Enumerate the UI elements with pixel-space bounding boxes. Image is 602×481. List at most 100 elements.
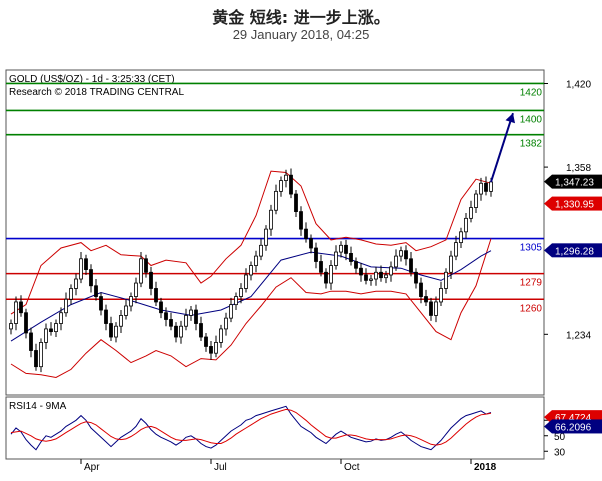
candle-body (44, 328, 48, 343)
candle-body (69, 288, 73, 300)
y-tick-label: 1,234 (566, 330, 591, 341)
candle-body (324, 271, 328, 284)
candle-body (54, 323, 58, 333)
rsi-badge-pointer (544, 410, 552, 425)
candle-body (104, 309, 108, 324)
candle-body (149, 271, 153, 289)
candle-body (304, 228, 308, 239)
candle-body (359, 267, 363, 276)
price-badge-label: 1,347.23 (555, 178, 594, 189)
candle-body (99, 296, 103, 311)
candle-body (189, 309, 193, 316)
bollinger-lower-line (10, 238, 492, 379)
candle-body (414, 271, 418, 284)
candle-body (474, 193, 478, 208)
price-badge-box (552, 196, 602, 211)
rsi-y-tick-label: 30 (554, 447, 566, 458)
level-label-1260: 1260 (520, 303, 543, 314)
candle-body (384, 274, 388, 279)
rsi-ma-line (10, 408, 492, 446)
projection-arrow (490, 112, 516, 183)
candle-body (179, 325, 183, 338)
candle-body (214, 342, 218, 354)
price-badge-box (552, 174, 602, 189)
candle-body (29, 332, 33, 351)
candle-body (404, 250, 408, 260)
candle-body (344, 244, 348, 254)
rsi-y-tick-label: 50 (554, 432, 566, 443)
candle-body (409, 258, 413, 273)
candle-body (24, 312, 28, 334)
candle-body (489, 181, 493, 192)
bollinger-upper-line (10, 170, 492, 315)
y-tick-label: 1,420 (566, 79, 591, 90)
candle-body (144, 258, 148, 273)
candle-body (434, 301, 438, 316)
candle-body (244, 274, 248, 289)
price-badge-label: 1,330.95 (555, 200, 594, 211)
candle-body (354, 261, 358, 269)
candle-body (9, 323, 13, 330)
candle-body (319, 261, 323, 273)
price-badge-box (552, 243, 602, 258)
price-badge-pointer (544, 243, 552, 258)
projection-shaft (490, 112, 514, 183)
candle-body (19, 301, 23, 314)
moving-average-line (10, 250, 492, 342)
candle-body (289, 174, 293, 195)
candle-body (424, 296, 428, 303)
chart-title: 黄金 短线: 进一步上涨。 (212, 8, 390, 27)
candle-body (224, 317, 228, 330)
candle-body (184, 315, 188, 327)
candle-body (449, 255, 453, 273)
candle-body (364, 274, 368, 281)
chart-header-line1: GOLD (US$/OZ) - 1d - 3:25:33 (CET) (9, 74, 175, 85)
candle-body (249, 265, 253, 276)
candle-body (459, 231, 463, 244)
candle-body (279, 180, 283, 192)
candle-body (124, 305, 128, 316)
candle-body (34, 350, 38, 368)
candle-body (254, 255, 258, 266)
candle-body (269, 209, 273, 230)
candle-body (259, 244, 263, 257)
candle-body (339, 244, 343, 253)
bollinger-and-ma-lines (10, 170, 492, 379)
candle-body (294, 193, 298, 212)
level-label-1279: 1279 (520, 278, 543, 289)
candle-body (14, 301, 18, 324)
candle-body (134, 282, 138, 297)
candle-body (114, 325, 118, 338)
candle-body (389, 266, 393, 276)
chart-subtitle: 29 January 2018, 04:25 (232, 27, 370, 42)
candle-body (329, 265, 333, 284)
candle-body (39, 342, 43, 368)
candle-body (234, 296, 238, 306)
candle-body (349, 253, 353, 262)
candle-body (264, 228, 268, 246)
rsi-line (10, 405, 492, 451)
candle-body (204, 336, 208, 347)
candle-body (299, 211, 303, 230)
candle-body (154, 288, 158, 303)
candle-body (429, 301, 433, 316)
candle-body (89, 269, 93, 287)
candle-body (219, 328, 223, 343)
candle-body (444, 271, 448, 289)
candle-body (129, 296, 133, 307)
candle-body (369, 278, 373, 281)
candle-body (479, 182, 483, 195)
candle-body (334, 251, 338, 266)
x-tick-label: Oct (344, 462, 360, 473)
candle-body (454, 242, 458, 257)
candle-body (84, 258, 88, 270)
rsi-plot-frame (5, 396, 545, 460)
candle-body (59, 312, 63, 324)
candle-body (314, 247, 318, 262)
rsi-title: RSI14 - 9MA (9, 401, 67, 412)
price-candles (9, 168, 493, 373)
projection-arrowhead (505, 113, 516, 124)
rsi-badge-box (552, 419, 602, 434)
price-badge-pointer (544, 196, 552, 211)
